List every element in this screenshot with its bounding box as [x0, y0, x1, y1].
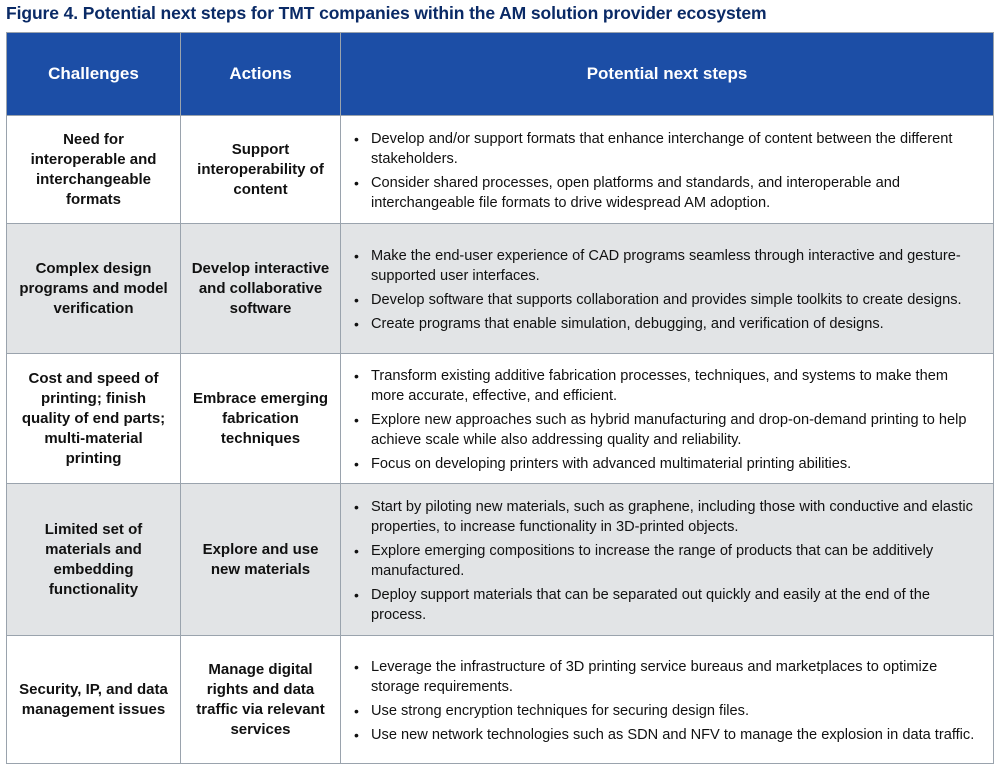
list-item: • Develop software that supports collabor…	[351, 290, 979, 310]
challenge-cell: Limited set of materials and embedding f…	[6, 483, 181, 636]
list-item: • Create programs that enable simulation,…	[351, 314, 979, 334]
bullet-icon: •	[354, 175, 359, 191]
list-item: • Develop and/or support formats that enh…	[351, 129, 979, 169]
challenge-cell: Need for interoperable and interchangeab…	[6, 115, 181, 224]
next-steps-list: • Make the end-user experience of CAD pro…	[351, 246, 979, 334]
next-steps-list: • Start by piloting new materials, such a…	[351, 497, 979, 625]
bullet-icon: •	[354, 412, 359, 428]
header-next-steps: Potential next steps	[340, 32, 994, 116]
challenge-cell: Cost and speed of printing; finish quali…	[6, 353, 181, 484]
bullet-icon: •	[354, 316, 359, 332]
action-cell: Manage digital rights and data traffic v…	[180, 635, 341, 764]
next-steps-cell: • Develop and/or support formats that enh…	[340, 115, 994, 224]
next-steps-cell: • Leverage the infrastructure of 3D print…	[340, 635, 994, 764]
step-text: Explore emerging compositions to increas…	[371, 543, 934, 579]
bullet-icon: •	[354, 456, 359, 472]
next-steps-list: • Transform existing additive fabrication…	[351, 366, 979, 474]
action-cell: Develop interactive and collaborative so…	[180, 223, 341, 354]
list-item: • Transform existing additive fabrication…	[351, 366, 979, 406]
next-steps-cell: • Start by piloting new materials, such a…	[340, 483, 994, 636]
step-text: Consider shared processes, open platform…	[371, 175, 900, 211]
table-header-row: Challenges Actions Potential next steps	[6, 32, 994, 116]
table-row: Cost and speed of printing; finish quali…	[6, 353, 994, 484]
next-steps-cell: • Transform existing additive fabrication…	[340, 353, 994, 484]
list-item: • Start by piloting new materials, such a…	[351, 497, 979, 537]
figure-title: Figure 4. Potential next steps for TMT c…	[6, 3, 767, 23]
step-text: Start by piloting new materials, such as…	[371, 499, 973, 535]
step-text: Focus on developing printers with advanc…	[371, 456, 852, 472]
table-row: Security, IP, and data management issues…	[6, 635, 994, 764]
list-item: • Make the end-user experience of CAD pro…	[351, 246, 979, 286]
next-steps-table: Challenges Actions Potential next steps …	[6, 32, 994, 764]
bullet-icon: •	[354, 131, 359, 147]
header-actions: Actions	[180, 32, 341, 116]
bullet-icon: •	[354, 703, 359, 719]
table-row: Limited set of materials and embedding f…	[6, 483, 994, 636]
list-item: • Deploy support materials that can be se…	[351, 585, 979, 625]
list-item: • Use strong encryption techniques for se…	[351, 701, 979, 721]
table-row: Complex design programs and model verifi…	[6, 223, 994, 354]
step-text: Leverage the infrastructure of 3D printi…	[371, 659, 938, 695]
step-text: Make the end-user experience of CAD prog…	[371, 248, 961, 284]
list-item: • Use new network technologies such as SD…	[351, 725, 979, 745]
challenge-cell: Security, IP, and data management issues	[6, 635, 181, 764]
bullet-icon: •	[354, 543, 359, 559]
header-challenges: Challenges	[6, 32, 181, 116]
action-cell: Explore and use new materials	[180, 483, 341, 636]
bullet-icon: •	[354, 292, 359, 308]
bullet-icon: •	[354, 587, 359, 603]
next-steps-cell: • Make the end-user experience of CAD pro…	[340, 223, 994, 354]
step-text: Use new network technologies such as SDN…	[371, 727, 975, 743]
step-text: Use strong encryption techniques for sec…	[371, 703, 750, 719]
bullet-icon: •	[354, 248, 359, 264]
next-steps-list: • Develop and/or support formats that enh…	[351, 129, 979, 213]
table-row: Need for interoperable and interchangeab…	[6, 115, 994, 224]
bullet-icon: •	[354, 368, 359, 384]
bullet-icon: •	[354, 499, 359, 515]
action-cell: Support interoperability of content	[180, 115, 341, 224]
step-text: Deploy support materials that can be sep…	[371, 587, 930, 623]
step-text: Develop and/or support formats that enha…	[371, 131, 953, 167]
step-text: Explore new approaches such as hybrid ma…	[371, 412, 967, 448]
bullet-icon: •	[354, 727, 359, 743]
list-item: • Explore new approaches such as hybrid m…	[351, 410, 979, 450]
list-item: • Focus on developing printers with advan…	[351, 454, 979, 474]
list-item: • Consider shared processes, open platfor…	[351, 173, 979, 213]
challenge-cell: Complex design programs and model verifi…	[6, 223, 181, 354]
action-cell: Embrace emerging fabrication techniques	[180, 353, 341, 484]
step-text: Develop software that supports collabora…	[371, 292, 962, 308]
list-item: • Explore emerging compositions to increa…	[351, 541, 979, 581]
step-text: Create programs that enable simulation, …	[371, 316, 884, 332]
next-steps-list: • Leverage the infrastructure of 3D print…	[351, 657, 979, 745]
list-item: • Leverage the infrastructure of 3D print…	[351, 657, 979, 697]
bullet-icon: •	[354, 659, 359, 675]
step-text: Transform existing additive fabrication …	[371, 368, 948, 404]
